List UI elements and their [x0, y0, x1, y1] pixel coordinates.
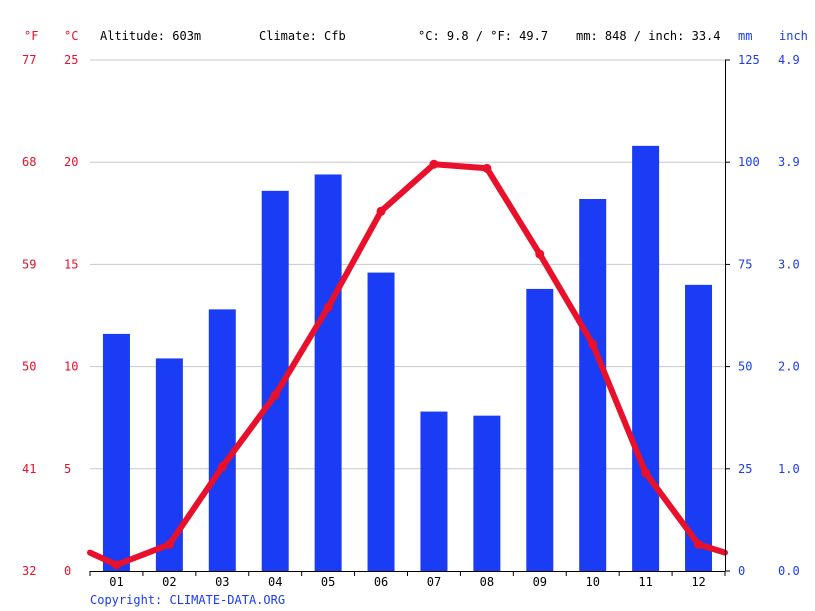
axes	[89, 59, 730, 576]
tick-label-inch: 4.9	[778, 53, 800, 67]
month-tick-label: 12	[691, 575, 705, 589]
month-tick-label: 09	[533, 575, 547, 589]
copyright-text: Copyright: CLIMATE-DATA.ORG	[90, 593, 285, 607]
unit-fahrenheit-label: °F	[24, 29, 38, 43]
tick-label-fahrenheit: 50	[22, 360, 36, 374]
month-tick-label: 05	[321, 575, 335, 589]
tick-label-celsius: 10	[64, 360, 78, 374]
tick-labels: 77 25 125 4.968 20 100 3.959 15 75 3.050 10 50 2.041…	[22, 53, 800, 589]
tick-label-inch: 0.0	[778, 564, 800, 578]
precipitation-bar	[685, 284, 713, 571]
tick-label-mm: 50	[738, 360, 752, 374]
tick-label-mm: 125	[738, 53, 760, 67]
tick-label-fahrenheit: 41	[22, 462, 36, 476]
precipitation-bars	[102, 145, 713, 572]
temperature-point	[482, 163, 492, 173]
month-tick-label: 04	[268, 575, 282, 589]
climate-label: Climate: Cfb	[259, 29, 346, 43]
month-tick-label: 10	[585, 575, 599, 589]
temperature-point	[641, 468, 651, 478]
tick-label-fahrenheit: 32	[22, 564, 36, 578]
temperature-point	[376, 206, 386, 216]
tick-label-celsius: 25	[64, 53, 78, 67]
precipitation-bar	[367, 272, 395, 571]
avg-temperature-label: °C: 9.8 / °F: 49.7	[418, 29, 548, 43]
unit-mm-label: mm	[738, 29, 752, 43]
month-tick-label: 11	[638, 575, 652, 589]
temperature-point	[694, 539, 704, 549]
unit-inch-label: inch	[779, 29, 808, 43]
precipitation-bar	[526, 288, 554, 571]
tick-label-celsius: 15	[64, 257, 78, 271]
tick-label-inch: 3.0	[778, 257, 800, 271]
precipitation-bar	[102, 333, 130, 571]
tick-label-inch: 3.9	[778, 155, 800, 169]
tick-label-celsius: 0	[64, 564, 71, 578]
temperature-point	[270, 390, 280, 400]
tick-label-mm: 0	[738, 564, 745, 578]
month-tick-label: 08	[480, 575, 494, 589]
precipitation-bar	[420, 411, 448, 571]
temperature-point	[111, 560, 121, 570]
precipitation-bar	[579, 198, 607, 571]
precipitation-bar	[473, 415, 501, 571]
temperature-point	[429, 159, 439, 169]
month-tick-label: 03	[215, 575, 229, 589]
month-tick-label: 06	[374, 575, 388, 589]
temperature-point	[217, 462, 227, 472]
tick-label-mm: 25	[738, 462, 752, 476]
precipitation-total-label: mm: 848 / inch: 33.4	[576, 29, 721, 43]
temperature-point	[164, 539, 174, 549]
tick-label-inch: 1.0	[778, 462, 800, 476]
tick-label-celsius: 5	[64, 462, 71, 476]
tick-label-mm: 75	[738, 257, 752, 271]
temperature-point	[588, 339, 598, 349]
tick-label-fahrenheit: 77	[22, 53, 36, 67]
temperature-series-line	[87, 161, 728, 568]
precipitation-bar	[632, 145, 660, 571]
gridlines	[90, 59, 725, 470]
altitude-label: Altitude: 603m	[100, 29, 201, 43]
month-tick-label: 01	[109, 575, 123, 589]
tick-label-inch: 2.0	[778, 360, 800, 374]
temperature-line	[87, 159, 728, 570]
month-tick-label: 07	[427, 575, 441, 589]
temperature-point	[323, 302, 333, 312]
precipitation-bar	[208, 309, 236, 571]
tick-label-fahrenheit: 68	[22, 155, 36, 169]
month-tick-label: 02	[162, 575, 176, 589]
tick-label-fahrenheit: 59	[22, 257, 36, 271]
unit-celsius-label: °C	[64, 29, 78, 43]
tick-label-celsius: 20	[64, 155, 78, 169]
tick-label-mm: 100	[738, 155, 760, 169]
precipitation-bar	[314, 174, 342, 572]
temperature-point	[535, 249, 545, 259]
